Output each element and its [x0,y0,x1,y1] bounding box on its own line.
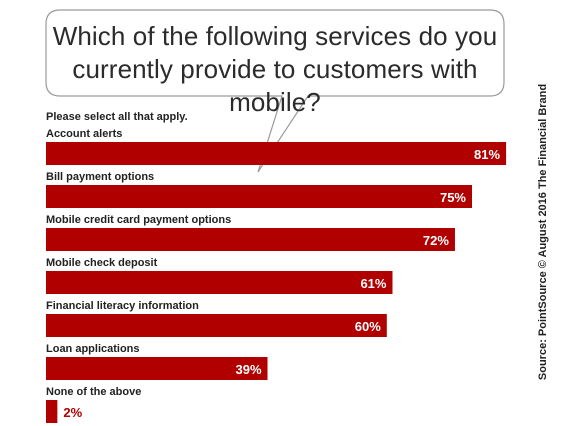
category-label: Mobile credit card payment options [46,214,231,226]
category-label: None of the above [46,386,141,398]
chart-title: Which of the following services do you c… [52,21,498,117]
category-label: Mobile check deposit [46,257,158,269]
bar [46,228,455,251]
bar-value-label: 39% [235,362,261,377]
source-credit: Source: PointSource © August 2016 The Fi… [531,44,555,420]
category-label: Financial literacy information [46,300,199,312]
source-text: Source: PointSource © August 2016 The Fi… [537,83,549,381]
bar [46,314,387,337]
bar-value-label: 2% [63,405,82,420]
speech-bubble-shape [45,9,505,173]
bar [46,185,472,208]
bar [46,271,393,294]
bar [46,357,268,380]
bar-value-label: 81% [474,147,500,162]
category-label: Loan applications [46,343,140,355]
bar-value-label: 72% [423,233,449,248]
category-label: Bill payment options [46,171,154,183]
bar-value-label: 61% [360,276,386,291]
bar [46,142,507,165]
bar-value-label: 75% [440,190,466,205]
bar-value-label: 60% [355,319,381,334]
category-label: Account alerts [46,128,122,140]
title-bubble [45,9,505,173]
chart-subtitle: Please select all that apply. [46,111,188,123]
bar [46,400,58,423]
